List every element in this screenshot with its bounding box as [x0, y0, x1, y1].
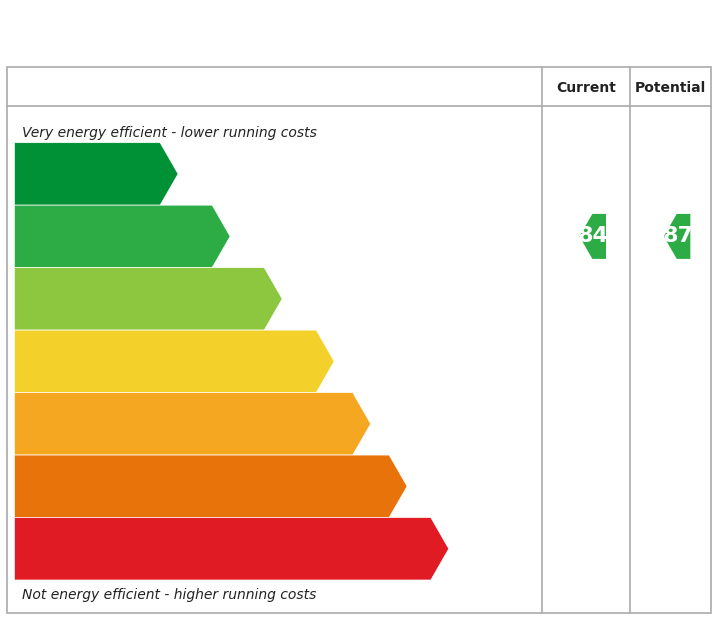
Polygon shape [14, 455, 407, 517]
Polygon shape [14, 392, 370, 455]
Polygon shape [14, 330, 335, 392]
Text: B: B [182, 222, 205, 251]
Text: (55-68): (55-68) [22, 354, 79, 368]
Text: (92 plus): (92 plus) [22, 167, 91, 181]
Polygon shape [663, 214, 690, 259]
Polygon shape [14, 267, 282, 330]
Text: Potential: Potential [635, 81, 707, 95]
Text: (1-20): (1-20) [22, 542, 69, 556]
Text: Energy Efficiency Rating: Energy Efficiency Rating [14, 17, 435, 45]
Text: F: F [361, 472, 382, 501]
Polygon shape [579, 214, 606, 259]
Text: E: E [325, 409, 345, 438]
Text: (39-54): (39-54) [22, 417, 79, 431]
Text: 84: 84 [578, 227, 609, 246]
Text: 87: 87 [662, 227, 694, 246]
Text: (69-80): (69-80) [22, 292, 79, 306]
Polygon shape [14, 517, 449, 580]
Text: Not energy efficient - higher running costs: Not energy efficient - higher running co… [22, 588, 316, 602]
Text: Very energy efficient - lower running costs: Very energy efficient - lower running co… [22, 126, 317, 140]
Polygon shape [14, 142, 178, 205]
Text: D: D [284, 347, 309, 376]
Text: Current: Current [556, 81, 616, 95]
Text: (21-38): (21-38) [22, 479, 79, 493]
Text: (81-91): (81-91) [22, 230, 79, 243]
Text: A: A [129, 160, 153, 188]
Polygon shape [14, 205, 230, 267]
Text: C: C [235, 284, 257, 313]
Text: G: G [398, 534, 424, 563]
